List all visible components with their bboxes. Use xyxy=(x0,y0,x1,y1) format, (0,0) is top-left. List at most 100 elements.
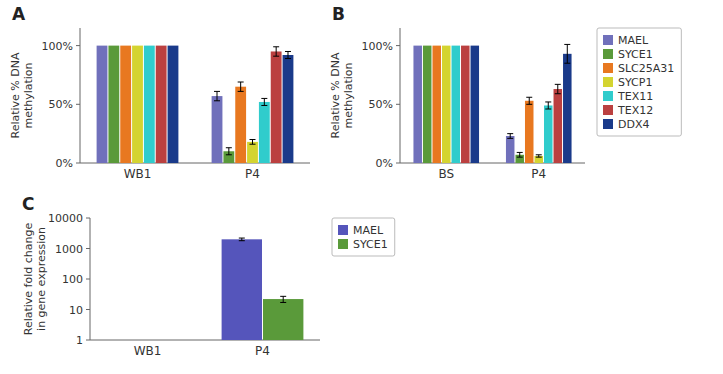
error-bar-cap xyxy=(273,56,279,57)
error-bar-stem xyxy=(519,152,520,157)
y-axis-label-line: methylation xyxy=(342,62,355,128)
error-bar-cap xyxy=(214,100,220,101)
error-bar-stem xyxy=(548,102,549,109)
panel: B0%50%100%Relative % DNAmethylationBSP4M… xyxy=(329,4,681,181)
y-tick xyxy=(86,248,90,249)
bar xyxy=(534,156,543,163)
panel: A 0% 50% 100% Relative % DNAmethylation WB1 P4 xyxy=(9,4,310,181)
bar xyxy=(97,46,108,163)
error-bar-cap xyxy=(285,58,291,59)
y-tick xyxy=(86,340,90,341)
y-tick-label: 0% xyxy=(56,157,73,170)
error-bar-cap xyxy=(239,238,245,239)
error-bar-cap xyxy=(545,101,551,102)
y-axis-label: Relative fold changein gene expression xyxy=(22,223,48,336)
y-tick xyxy=(76,45,80,46)
x-tick-label: P4 xyxy=(245,167,260,181)
error-bar-cap xyxy=(250,139,256,140)
legend-label: SYCP1 xyxy=(618,76,652,89)
bar xyxy=(212,96,223,163)
error-bar-cap xyxy=(555,84,561,85)
error-bar-stem xyxy=(240,82,241,91)
panel: C110100100010000Relative fold changein g… xyxy=(22,194,395,358)
panel-title: C xyxy=(22,194,34,214)
error-bar-cap xyxy=(507,138,513,139)
error-bar-stem xyxy=(264,98,265,105)
bars xyxy=(413,44,571,163)
y-axis-label-line: Relative % DNA xyxy=(329,52,342,139)
bars xyxy=(222,238,304,340)
error-bar-cap xyxy=(280,296,286,297)
error-bar-stem xyxy=(529,97,530,104)
error-bar xyxy=(239,238,245,241)
error-bar-stem xyxy=(276,47,277,56)
error-bar-stem xyxy=(252,140,253,145)
legend-swatch xyxy=(338,225,348,235)
legend-label: SYCE1 xyxy=(618,48,653,61)
bar xyxy=(259,102,270,163)
bar xyxy=(471,46,480,163)
error-bar-cap xyxy=(564,63,570,64)
legend-label: TEX11 xyxy=(617,90,653,103)
error-bar-cap xyxy=(555,93,561,94)
error-bar-cap xyxy=(238,91,244,92)
error-bar-stem xyxy=(567,44,568,63)
y-tick-label: 50% xyxy=(369,98,393,111)
error-bar-cap xyxy=(239,240,245,241)
bar xyxy=(222,239,262,340)
bar xyxy=(554,89,563,163)
bar xyxy=(461,46,470,163)
legend-label: MAEL xyxy=(353,224,384,237)
bar xyxy=(168,46,179,163)
error-bar-cap xyxy=(261,98,267,99)
legend-swatch xyxy=(603,91,613,101)
legend-frame xyxy=(597,28,681,136)
y-tick-label: 100 xyxy=(62,273,83,286)
y-tick-label: 1 xyxy=(76,334,83,347)
y-axis-label-line: Relative fold change xyxy=(22,223,35,336)
y-axis-label-line: Relative % DNA xyxy=(9,52,22,139)
error-bar xyxy=(526,97,532,104)
error-bar-stem xyxy=(217,91,218,100)
bar xyxy=(247,142,258,163)
legend-label: DDX4 xyxy=(618,118,649,131)
error-bar-cap xyxy=(280,302,286,303)
x-tick-label: WB1 xyxy=(134,344,162,358)
error-bar xyxy=(545,102,551,109)
x-tick-label: BS xyxy=(438,167,454,181)
y-tick xyxy=(76,104,80,105)
bar xyxy=(442,46,451,163)
y-axis-label-line: methylation xyxy=(22,62,35,128)
bar xyxy=(544,105,553,163)
error-bar xyxy=(517,152,523,157)
panel-title: A xyxy=(12,4,26,24)
legend-swatch xyxy=(603,35,613,45)
legend-swatch xyxy=(603,105,613,115)
y-tick xyxy=(396,163,400,164)
y-tick-label: 100% xyxy=(42,40,73,53)
error-bar-cap xyxy=(507,133,513,134)
error-bar-cap xyxy=(536,157,542,158)
legend: MAELSYCE1 xyxy=(332,218,395,256)
error-bar-cap xyxy=(214,91,220,92)
y-tick-label: 50% xyxy=(49,98,73,111)
error-bar xyxy=(555,84,561,93)
error-bar-cap xyxy=(261,105,267,106)
bar xyxy=(271,51,282,163)
bar xyxy=(283,55,294,163)
error-bar xyxy=(226,148,232,155)
legend-swatch xyxy=(603,119,613,129)
bar xyxy=(423,46,432,163)
bar xyxy=(144,46,155,163)
y-axis xyxy=(400,28,401,163)
legend-swatch xyxy=(338,239,348,249)
bar xyxy=(506,136,515,163)
panel-title: B xyxy=(332,4,345,24)
y-tick xyxy=(396,104,400,105)
legend-label: SLC25A31 xyxy=(618,62,674,75)
y-tick-label: 0% xyxy=(376,157,393,170)
error-bar xyxy=(214,91,220,100)
legend-frame xyxy=(332,218,395,256)
y-axis xyxy=(80,28,81,163)
x-tick-label: WB1 xyxy=(124,167,152,181)
